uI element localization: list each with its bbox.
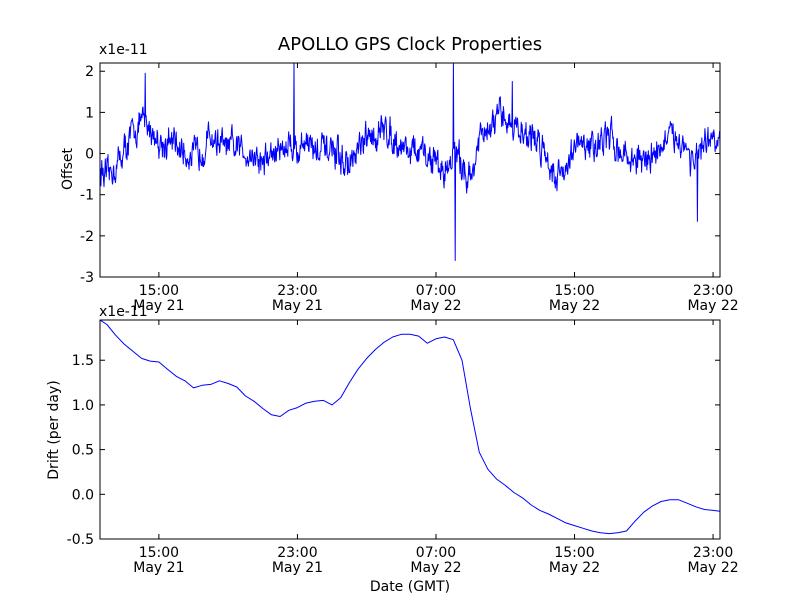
drift-y-tick-label: 0.0 bbox=[72, 487, 94, 503]
drift-y-tick-label: -0.5 bbox=[67, 532, 94, 548]
drift-y-tick-label: 1.5 bbox=[72, 353, 94, 369]
drift-x-tick-date: May 21 bbox=[272, 560, 323, 576]
offset-x-tick-date: May 22 bbox=[410, 298, 461, 314]
drift-x-tick-date: May 22 bbox=[687, 560, 738, 576]
drift-y-tick-label: 0.5 bbox=[72, 443, 94, 459]
offset-y-tick-label: 0 bbox=[85, 147, 94, 163]
drift-panel: x1e-11 Drift (per day) Date (GMT) 1.5 1.0… bbox=[46, 304, 739, 595]
offset-x-tick-date: May 22 bbox=[687, 298, 738, 314]
drift-axes-frame bbox=[99, 319, 721, 540]
offset-plot-area bbox=[100, 63, 720, 261]
offset-x-tick-time: 07:00 bbox=[416, 283, 456, 299]
drift-x-tick-date: May 22 bbox=[549, 560, 600, 576]
offset-x-tick-time: 15:00 bbox=[139, 283, 179, 299]
drift-y-tick-label: 1.0 bbox=[72, 398, 94, 414]
drift-x-tick-date: May 22 bbox=[410, 560, 461, 576]
offset-x-tick-date: May 22 bbox=[549, 298, 600, 314]
offset-x-tick-time: 23:00 bbox=[693, 283, 733, 299]
drift-y-label: Drift (per day) bbox=[46, 380, 62, 479]
drift-series-line bbox=[100, 320, 720, 535]
offset-scale-label: x1e-11 bbox=[99, 42, 148, 58]
offset-y-label: Offset bbox=[60, 147, 76, 190]
drift-x-label: Date (GMT) bbox=[370, 579, 450, 595]
drift-x-tick-time: 23:00 bbox=[693, 545, 733, 561]
drift-x-tick-date: May 21 bbox=[133, 560, 184, 576]
drift-x-tick-time: 23:00 bbox=[277, 545, 317, 561]
drift-x-tick-time: 15:00 bbox=[554, 545, 594, 561]
offset-y-tick-label: -2 bbox=[80, 229, 94, 245]
drift-plot-area bbox=[100, 320, 720, 535]
offset-x-tick-date: May 21 bbox=[133, 298, 184, 314]
offset-y-tick-label: 2 bbox=[85, 64, 94, 80]
drift-x-tick-time: 15:00 bbox=[139, 545, 179, 561]
offset-x-tick-date: May 21 bbox=[272, 298, 323, 314]
offset-y-tick-label: -3 bbox=[80, 270, 94, 286]
offset-y-tick-label: 1 bbox=[85, 105, 94, 121]
offset-x-tick-time: 23:00 bbox=[277, 283, 317, 299]
chart-title: APOLLO GPS Clock Properties bbox=[278, 34, 542, 55]
offset-x-tick-time: 15:00 bbox=[554, 283, 594, 299]
offset-y-tick-label: -1 bbox=[80, 188, 94, 204]
offset-axes-frame bbox=[99, 62, 721, 278]
drift-scale-label: x1e-11 bbox=[99, 304, 148, 320]
offset-series-line bbox=[100, 63, 720, 261]
drift-x-tick-time: 07:00 bbox=[416, 545, 456, 561]
